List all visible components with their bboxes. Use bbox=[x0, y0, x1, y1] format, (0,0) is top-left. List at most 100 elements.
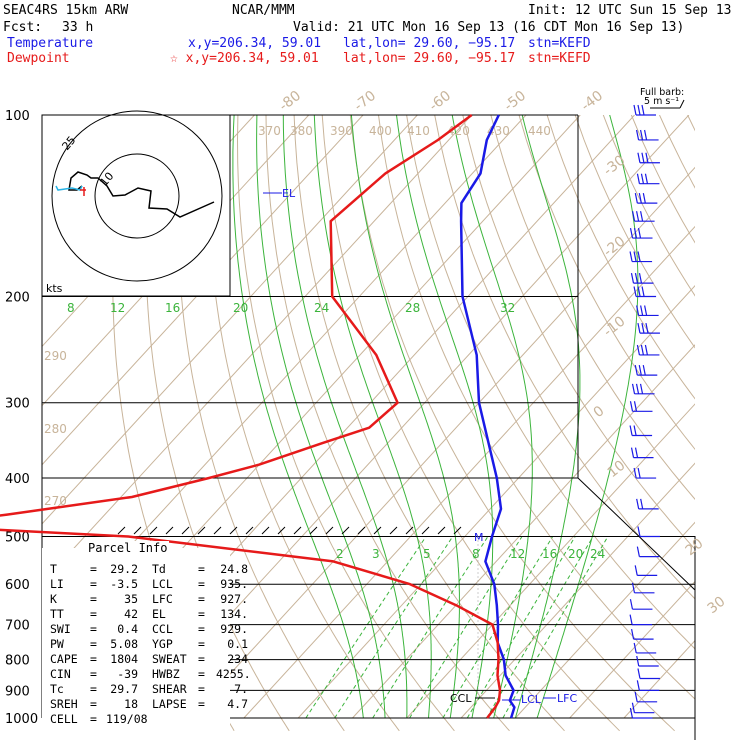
parcel-info-key: Tc bbox=[50, 682, 64, 696]
parcel-info-value: 5.08 bbox=[110, 637, 138, 651]
hatch-mark bbox=[389, 526, 398, 535]
wind-barb-flag bbox=[633, 642, 637, 654]
hatch-mark bbox=[229, 526, 238, 535]
isotherm-line bbox=[189, 166, 695, 719]
moist-adiabat-line bbox=[350, 115, 461, 719]
parcel-info-eq: = bbox=[90, 607, 97, 621]
theta-label: 270 bbox=[44, 494, 67, 508]
wind-barb-flag bbox=[631, 383, 636, 394]
parcel-info-eq: = bbox=[90, 562, 97, 576]
wind-barb bbox=[636, 498, 659, 510]
wind-barb-flag bbox=[633, 227, 638, 239]
wind-barb bbox=[636, 344, 660, 356]
dry-adiabat-line bbox=[490, 115, 695, 500]
pressure-tick-label: 1000 bbox=[5, 712, 38, 727]
wind-barb-flag bbox=[642, 364, 646, 376]
dry-adiabat-line bbox=[293, 115, 565, 732]
wind-barb-flag bbox=[634, 192, 638, 204]
wind-barb-flag bbox=[637, 227, 642, 239]
parcel-info-key: EL bbox=[152, 607, 166, 621]
wind-barb-flag bbox=[636, 344, 641, 356]
parcel-info-eq: = bbox=[90, 622, 97, 636]
moist-adiabats bbox=[232, 115, 639, 719]
theta-label: 370 bbox=[258, 124, 281, 138]
moist-adiabat-line bbox=[451, 115, 533, 719]
dry-adiabat-line bbox=[177, 115, 345, 732]
isotherm-label: -30 bbox=[601, 152, 629, 179]
wind-barb-flag bbox=[644, 305, 648, 316]
parcel-info-eq: = bbox=[198, 652, 205, 666]
wind-barb bbox=[636, 680, 660, 692]
parcel-info-eq: = bbox=[198, 607, 205, 621]
parcel-info-eq: = bbox=[90, 592, 97, 606]
diagonal-axis bbox=[577, 477, 696, 591]
parcel-info-value: 18 bbox=[124, 697, 138, 711]
wind-barb-flag bbox=[629, 251, 633, 262]
isotherm-label: -50 bbox=[501, 88, 529, 115]
theta-e-label: 20 bbox=[233, 301, 248, 315]
wind-barb bbox=[633, 642, 657, 654]
dewpoint-station: stn=KEFD bbox=[528, 51, 591, 66]
model-title: SEAC4RS 15km ARW bbox=[3, 3, 129, 18]
hatch-mark bbox=[421, 526, 430, 535]
pressure-tick-label: 700 bbox=[5, 619, 30, 634]
wind-barb-flag bbox=[637, 104, 641, 116]
wind-barb-flag bbox=[640, 305, 644, 316]
pressure-tick-label: 300 bbox=[5, 397, 30, 412]
wind-barb bbox=[630, 629, 654, 640]
wind-barb bbox=[636, 305, 659, 317]
hatch-mark bbox=[325, 526, 334, 535]
wind-barb bbox=[637, 668, 660, 680]
pressure-tick-label: 100 bbox=[5, 109, 30, 124]
dry-adiabat-line bbox=[236, 115, 455, 732]
parcel-info-key: PW bbox=[50, 637, 64, 651]
wind-barb-flag bbox=[641, 104, 645, 116]
wind-barb-flag bbox=[644, 344, 649, 356]
dry-adiabat-line bbox=[546, 115, 695, 400]
wind-barb-flag bbox=[630, 629, 635, 640]
wind-barb-flag bbox=[630, 272, 635, 284]
wind-barb-flag bbox=[641, 152, 645, 163]
parcel-info-eq: = bbox=[198, 682, 205, 696]
parcel-info-eq: = bbox=[90, 712, 97, 726]
wind-barb bbox=[637, 152, 660, 164]
hatch-mark bbox=[309, 526, 318, 535]
mixing-ratio-label: 20 bbox=[568, 547, 583, 561]
wind-barb-flag bbox=[629, 707, 634, 719]
theta-label: 380 bbox=[290, 124, 313, 138]
hatch-mark bbox=[341, 526, 350, 535]
valid-time: Valid: 21 UTC Mon 16 Sep 13 (16 CDT Mon … bbox=[293, 20, 685, 35]
mixing-ratio-line bbox=[305, 536, 427, 719]
hodograph-ring-outer bbox=[51, 110, 223, 282]
wind-barb-flag bbox=[637, 668, 641, 679]
hodograph-ring-inner bbox=[94, 153, 180, 239]
mixing-ratio-label: 12 bbox=[510, 547, 525, 561]
parcel-info-eq: = bbox=[90, 667, 97, 681]
wind-barb bbox=[629, 251, 653, 263]
wind-barb-flag bbox=[636, 173, 641, 184]
wind-barb-flag bbox=[635, 129, 640, 141]
dry-adiabat-line bbox=[518, 115, 695, 451]
parcel-info-eq: = bbox=[90, 637, 97, 651]
wind-barb-flag bbox=[640, 211, 644, 222]
isotherm-label: -60 bbox=[426, 88, 454, 115]
mixing-ratio-label: 8 bbox=[472, 547, 480, 561]
parcel-info-eq: = bbox=[198, 577, 205, 591]
wind-barb-flag bbox=[633, 425, 637, 436]
parcel-info-eq: = bbox=[198, 562, 205, 576]
forecast-label: Fcst: bbox=[3, 20, 43, 35]
parcel-info-key: TT bbox=[50, 607, 64, 621]
wind-barb bbox=[629, 599, 653, 610]
wind-barb bbox=[633, 104, 656, 116]
wind-barb bbox=[630, 447, 654, 459]
wind-barb-flag bbox=[645, 323, 649, 334]
temperature-profile bbox=[459, 114, 516, 719]
parcel-info-key: LAPSE bbox=[152, 697, 187, 711]
isotherm-line bbox=[569, 580, 695, 719]
mixing-ratio-label: 3 bbox=[372, 547, 380, 561]
sounding-series bbox=[0, 113, 516, 719]
dry-adiabat-line bbox=[349, 115, 675, 732]
wind-barb-flag bbox=[634, 364, 638, 376]
isotherm-line bbox=[352, 344, 695, 719]
